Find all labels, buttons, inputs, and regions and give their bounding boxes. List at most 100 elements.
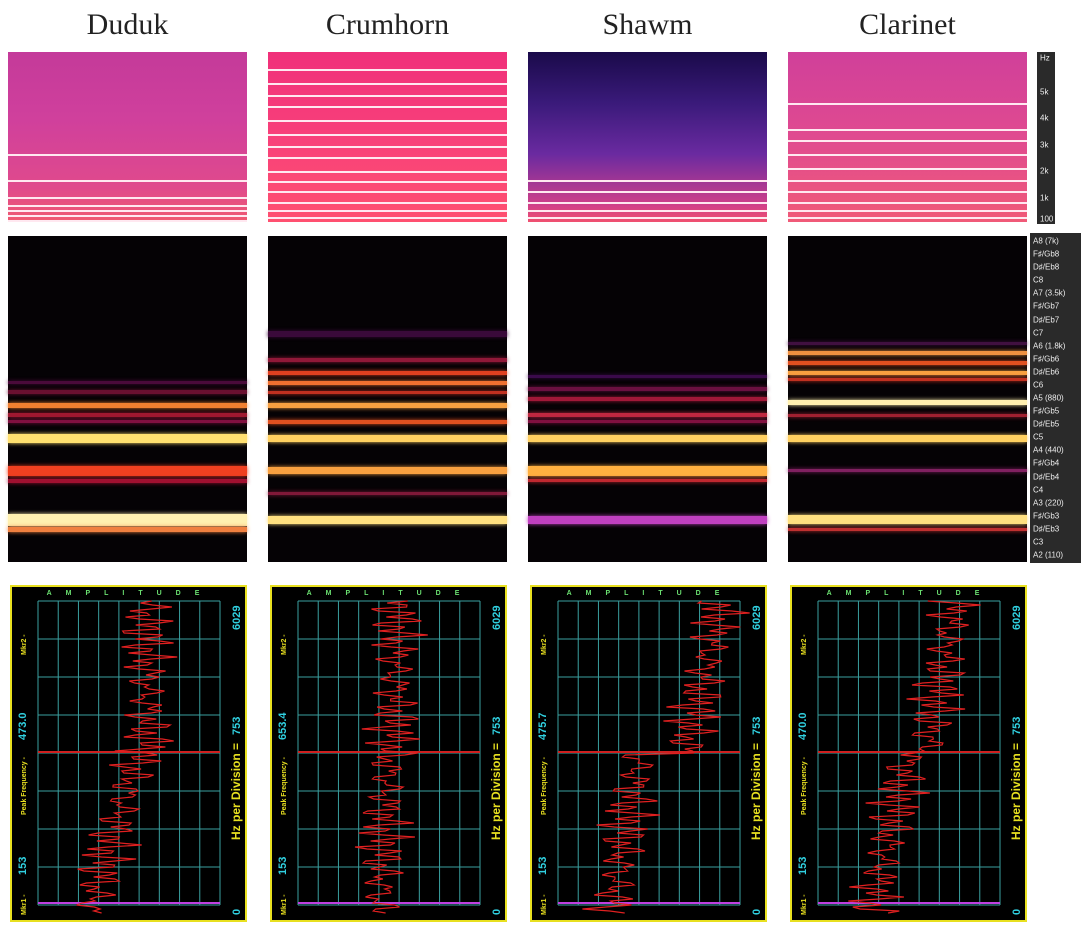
hz-label: 5k (1040, 88, 1048, 97)
harmonic-line (268, 95, 507, 97)
column-title: Crumhorn (268, 8, 507, 42)
column-title: Duduk (8, 8, 247, 42)
harmonic-band (268, 391, 507, 394)
harmonic-line (268, 217, 507, 219)
harmonic-band (268, 381, 507, 385)
note-label: A2 (110) (1033, 551, 1063, 560)
analyzer-panel: AMPLITUDEMkr1 -153Peak Frequency -475.7M… (530, 585, 767, 922)
marker-1-label: Mkr1 - (21, 894, 28, 915)
hz-label: 3k (1040, 141, 1048, 150)
harmonic-line (528, 180, 767, 182)
harmonic-line (8, 180, 247, 182)
peak-label: Peak Frequency - (281, 756, 288, 815)
hz-division-label: Hz per Division = (749, 743, 763, 840)
note-label: F♯/Gb4 (1033, 459, 1059, 468)
hz-label: 2k (1040, 167, 1048, 176)
column-title: Shawm (528, 8, 767, 42)
harmonic-band (788, 469, 1027, 472)
harmonic-line (788, 217, 1027, 219)
hz-label: 4k (1040, 114, 1048, 123)
spectrum-panel (528, 52, 767, 222)
harmonic-line (268, 171, 507, 173)
harmonic-band (788, 351, 1027, 355)
marker-2-label: Mkr2 - (281, 634, 288, 655)
harmonic-band (8, 420, 247, 423)
peak-label: Peak Frequency - (21, 756, 28, 815)
page: DudukAMPLITUDEMkr1 -153Peak Frequency -4… (0, 0, 1081, 927)
harmonic-line (8, 215, 247, 217)
harmonic-line (268, 191, 507, 193)
hz-division-label: Hz per Division = (489, 743, 503, 840)
harmonic-band (788, 378, 1027, 381)
spectrum-panel (8, 52, 247, 222)
harmonic-band (528, 466, 767, 476)
harmonic-line (788, 191, 1027, 193)
amplitude-label: AMPLITUDE (567, 590, 734, 597)
marker-1-value: 153 (537, 857, 549, 875)
hz-label: Hz (1040, 54, 1050, 63)
harmonic-band (528, 375, 767, 378)
peak-label: Peak Frequency - (541, 756, 548, 815)
hz-division-value: 753 (1011, 717, 1023, 735)
hz-label: 1k (1040, 194, 1048, 203)
harmonic-line (528, 217, 767, 219)
harmonic-band (8, 527, 247, 532)
note-label: A6 (1.8k) (1033, 341, 1065, 350)
note-label: C5 (1033, 433, 1043, 442)
harmonic-line (788, 202, 1027, 204)
spectrum-panel (268, 52, 507, 222)
note-label: C4 (1033, 485, 1043, 494)
harmonic-band (528, 516, 767, 524)
note-label: C8 (1033, 276, 1043, 285)
harmonic-band (8, 381, 247, 384)
note-label: D♯/Eb4 (1033, 472, 1059, 481)
harmonic-band (268, 358, 507, 362)
harmonic-band (8, 479, 247, 483)
harmonic-band (8, 403, 247, 408)
harmonic-band (788, 400, 1027, 405)
note-label: D♯/Eb6 (1033, 367, 1059, 376)
amplitude-label: AMPLITUDE (827, 590, 994, 597)
harmonic-line (268, 106, 507, 108)
spectrogram-panel (528, 236, 767, 562)
hz-division-value: 753 (751, 717, 763, 735)
harmonic-line (8, 197, 247, 199)
hz-division-label: Hz per Division = (1009, 743, 1023, 840)
note-label: F♯/Gb8 (1033, 250, 1059, 259)
note-label: A8 (7k) (1033, 237, 1059, 246)
harmonic-line (268, 134, 507, 136)
harmonic-band (268, 492, 507, 495)
axis-top: 6029 (491, 606, 503, 630)
harmonic-band (788, 342, 1027, 345)
marker-1-value: 153 (797, 857, 809, 875)
harmonic-line (268, 146, 507, 148)
note-label: C6 (1033, 380, 1043, 389)
marker-1-value: 153 (17, 857, 29, 875)
marker-1-value: 153 (277, 857, 289, 875)
marker-2-label: Mkr2 - (541, 634, 548, 655)
harmonic-band (8, 466, 247, 476)
harmonic-band (268, 516, 507, 524)
harmonic-band (788, 528, 1027, 531)
harmonic-line (788, 154, 1027, 156)
axis-top: 6029 (1011, 606, 1023, 630)
spectrogram-panel (8, 236, 247, 562)
harmonic-line (788, 103, 1027, 105)
harmonic-line (268, 83, 507, 85)
column-title: Clarinet (788, 8, 1027, 42)
note-label: F♯/Gb5 (1033, 407, 1059, 416)
hz-division-value: 753 (231, 717, 243, 735)
marker-2-label: Mkr2 - (21, 634, 28, 655)
harmonic-line (8, 220, 247, 222)
spectrogram-panel (788, 236, 1027, 562)
note-label: F♯/Gb7 (1033, 302, 1059, 311)
note-label: A3 (220) (1033, 498, 1064, 507)
harmonic-band (528, 479, 767, 482)
axis-top: 6029 (231, 606, 243, 630)
peak-value: 470.0 (797, 712, 809, 740)
harmonic-line (788, 129, 1027, 131)
harmonic-band (528, 420, 767, 423)
